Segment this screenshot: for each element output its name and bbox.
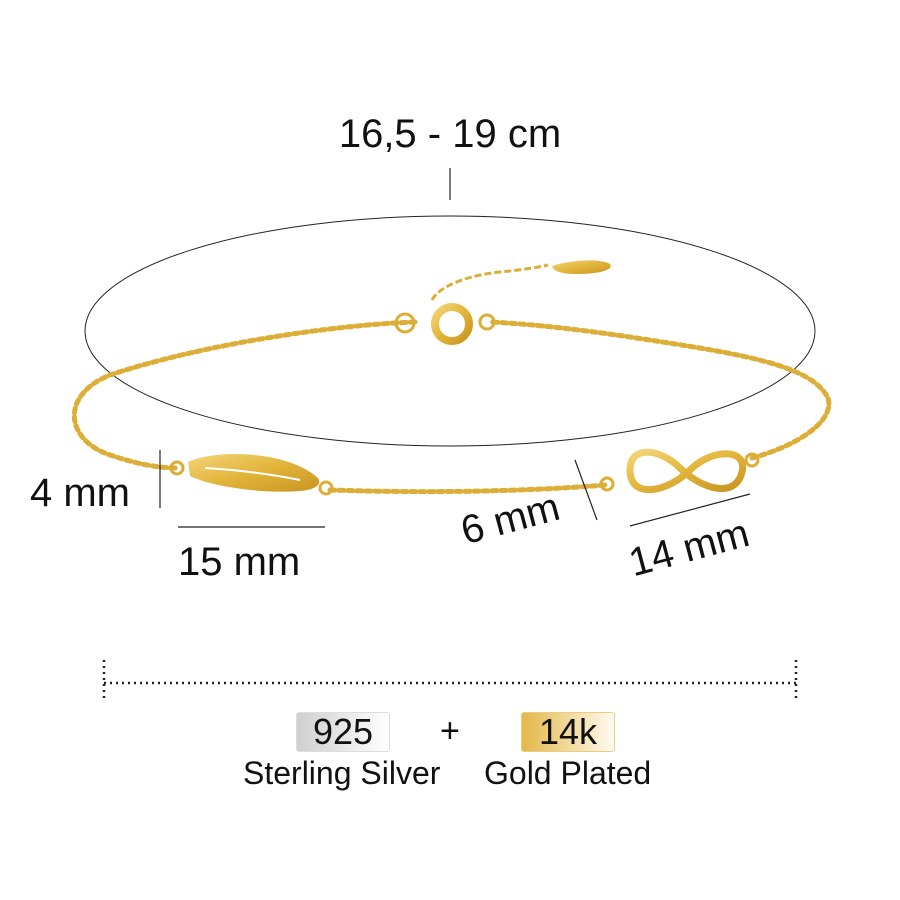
- jump-ring: [478, 313, 496, 331]
- silver-badge: 925: [296, 712, 390, 752]
- silver-label: Sterling Silver: [243, 755, 441, 791]
- drop-charm: [552, 260, 611, 274]
- chain: [71, 319, 832, 495]
- infinity-charm: [626, 448, 747, 493]
- feather-width-label: 15 mm: [178, 540, 301, 584]
- infinity-height-line: [574, 459, 598, 521]
- feather-height-label: 4 mm: [30, 471, 130, 515]
- feather-charm: [169, 454, 334, 496]
- infinity-width-line: [629, 493, 751, 527]
- jump-ring: [394, 312, 416, 334]
- length-label: 16,5 - 19 cm: [338, 112, 562, 156]
- spring-ring-clasp: [431, 303, 473, 345]
- gold-label: Gold Plated: [484, 755, 652, 791]
- wrist-ellipse: [84, 215, 816, 447]
- gold-badge: 14k: [521, 712, 615, 752]
- extender-chain: [430, 263, 549, 301]
- plus-sign: +: [440, 712, 460, 750]
